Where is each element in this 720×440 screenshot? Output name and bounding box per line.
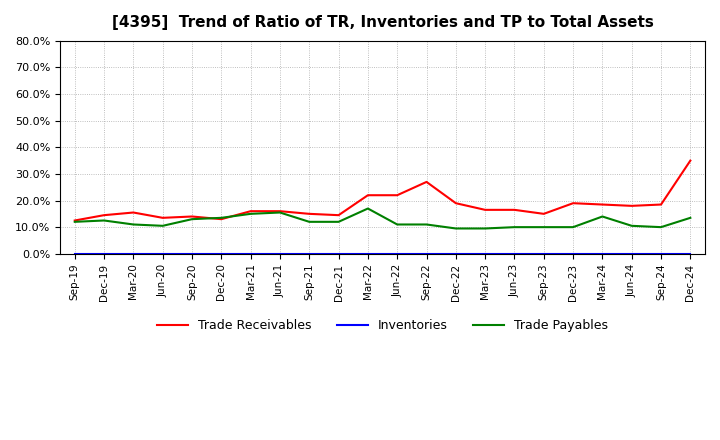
Inventories bbox=[422, 251, 431, 257]
Trade Receivables bbox=[422, 179, 431, 184]
Trade Payables bbox=[451, 226, 460, 231]
Trade Receivables bbox=[217, 216, 225, 222]
Inventories bbox=[481, 251, 490, 257]
Inventories bbox=[100, 251, 109, 257]
Trade Payables bbox=[539, 224, 548, 230]
Trade Payables bbox=[569, 224, 577, 230]
Inventories bbox=[627, 251, 636, 257]
Trade Payables bbox=[422, 222, 431, 227]
Trade Payables bbox=[598, 214, 607, 219]
Trade Receivables bbox=[246, 209, 255, 214]
Trade Payables bbox=[71, 219, 79, 224]
Inventories bbox=[246, 251, 255, 257]
Trade Receivables bbox=[158, 215, 167, 220]
Trade Payables bbox=[217, 215, 225, 220]
Inventories bbox=[364, 251, 372, 257]
Trade Receivables bbox=[276, 209, 284, 214]
Inventories bbox=[217, 251, 225, 257]
Trade Payables bbox=[364, 206, 372, 211]
Inventories bbox=[188, 251, 197, 257]
Trade Payables bbox=[276, 210, 284, 215]
Inventories bbox=[686, 251, 695, 257]
Trade Payables bbox=[334, 219, 343, 224]
Trade Receivables bbox=[627, 203, 636, 209]
Trade Payables bbox=[305, 219, 314, 224]
Line: Trade Receivables: Trade Receivables bbox=[75, 161, 690, 220]
Trade Payables bbox=[100, 218, 109, 223]
Trade Payables bbox=[129, 222, 138, 227]
Inventories bbox=[598, 251, 607, 257]
Trade Payables bbox=[246, 211, 255, 216]
Trade Receivables bbox=[539, 211, 548, 216]
Trade Payables bbox=[158, 223, 167, 228]
Trade Receivables bbox=[364, 193, 372, 198]
Inventories bbox=[305, 251, 314, 257]
Title: [4395]  Trend of Ratio of TR, Inventories and TP to Total Assets: [4395] Trend of Ratio of TR, Inventories… bbox=[112, 15, 654, 30]
Trade Payables bbox=[393, 222, 402, 227]
Inventories bbox=[539, 251, 548, 257]
Trade Receivables bbox=[334, 213, 343, 218]
Trade Receivables bbox=[129, 210, 138, 215]
Trade Receivables bbox=[569, 201, 577, 206]
Inventories bbox=[276, 251, 284, 257]
Inventories bbox=[510, 251, 519, 257]
Trade Receivables bbox=[100, 213, 109, 218]
Inventories bbox=[393, 251, 402, 257]
Trade Receivables bbox=[305, 211, 314, 216]
Inventories bbox=[569, 251, 577, 257]
Inventories bbox=[129, 251, 138, 257]
Trade Payables bbox=[686, 215, 695, 220]
Trade Receivables bbox=[451, 201, 460, 206]
Trade Receivables bbox=[686, 158, 695, 163]
Inventories bbox=[334, 251, 343, 257]
Trade Payables bbox=[657, 224, 665, 230]
Trade Receivables bbox=[510, 207, 519, 213]
Trade Payables bbox=[627, 223, 636, 228]
Line: Trade Payables: Trade Payables bbox=[75, 209, 690, 228]
Trade Receivables bbox=[598, 202, 607, 207]
Trade Receivables bbox=[71, 218, 79, 223]
Trade Receivables bbox=[657, 202, 665, 207]
Trade Receivables bbox=[481, 207, 490, 213]
Trade Receivables bbox=[188, 214, 197, 219]
Trade Payables bbox=[481, 226, 490, 231]
Trade Payables bbox=[510, 224, 519, 230]
Inventories bbox=[451, 251, 460, 257]
Trade Receivables bbox=[393, 193, 402, 198]
Legend: Trade Receivables, Inventories, Trade Payables: Trade Receivables, Inventories, Trade Pa… bbox=[152, 314, 613, 337]
Inventories bbox=[657, 251, 665, 257]
Inventories bbox=[158, 251, 167, 257]
Inventories bbox=[71, 251, 79, 257]
Trade Payables bbox=[188, 216, 197, 222]
